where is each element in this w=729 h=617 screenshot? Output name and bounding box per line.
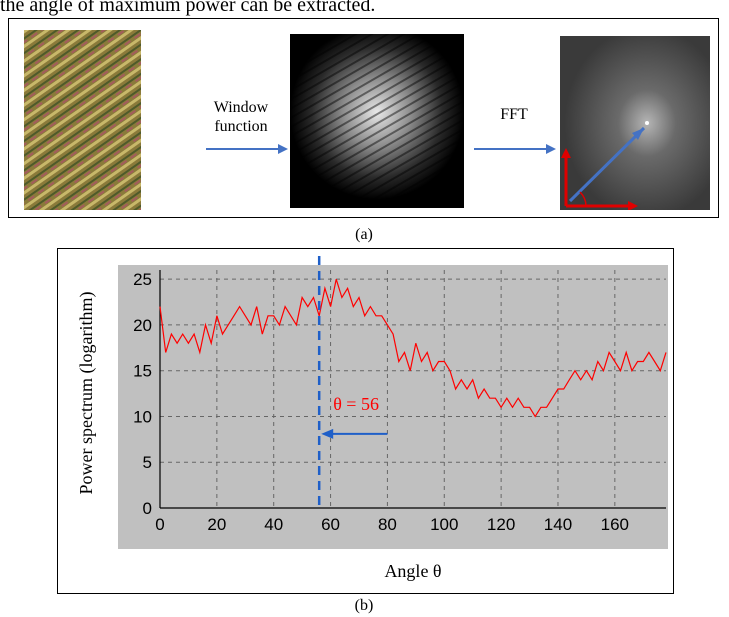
x-tick-label: 0 bbox=[155, 515, 164, 534]
windowed-image bbox=[290, 34, 464, 208]
tick-labels: 0 20 40 60 80 100 120 140 160 0 5 10 15 20 25 bbox=[133, 270, 629, 534]
panel-b-caption: (b) bbox=[354, 597, 374, 614]
window-label-line1: Window bbox=[213, 99, 269, 116]
theta-annotation-label: θ = 56 bbox=[333, 394, 379, 414]
fft-label: FFT bbox=[500, 106, 528, 123]
x-tick-label: 60 bbox=[321, 515, 340, 534]
power-spectrum-series-line bbox=[159, 279, 667, 418]
y-tick-label: 25 bbox=[133, 270, 152, 289]
x-tick-label: 100 bbox=[430, 515, 458, 534]
window-label-line2: function bbox=[214, 118, 268, 135]
figure-panel-a bbox=[8, 18, 719, 218]
y-tick-label: 10 bbox=[133, 407, 152, 426]
y-tick-label: 15 bbox=[133, 362, 152, 381]
x-tick-label: 80 bbox=[378, 515, 397, 534]
y-tick-label: 20 bbox=[133, 316, 152, 335]
y-axis-label: Power spectrum (logarithm) bbox=[76, 292, 97, 495]
arrow-to-fft bbox=[474, 144, 556, 154]
fft-spectrum-image bbox=[560, 36, 710, 210]
x-tick-label: 160 bbox=[601, 515, 629, 534]
annotation-arrow-head bbox=[321, 428, 334, 439]
field-photo-image bbox=[24, 30, 141, 210]
plot-background bbox=[118, 265, 668, 549]
window-function-label: Window function bbox=[196, 98, 286, 136]
power-spectrum-chart: 0 20 40 60 80 100 120 140 160 0 5 10 15 20 25 θ = 56 P… bbox=[76, 256, 668, 581]
arrow-to-window bbox=[206, 144, 288, 154]
x-tick-label: 40 bbox=[264, 515, 283, 534]
panel-a-caption: (a) bbox=[355, 226, 373, 243]
y-tick-label: 5 bbox=[143, 453, 152, 472]
figure-panel-b bbox=[57, 248, 674, 594]
x-tick-label: 120 bbox=[487, 515, 515, 534]
intro-text-line: the angle of maximum power can be extrac… bbox=[0, 0, 376, 16]
y-tick-label: 0 bbox=[143, 499, 152, 518]
x-tick-label: 140 bbox=[544, 515, 572, 534]
x-tick-label: 20 bbox=[207, 515, 226, 534]
theta-annotation-arrow bbox=[321, 428, 388, 439]
x-axis-label: Angle θ bbox=[384, 561, 441, 581]
